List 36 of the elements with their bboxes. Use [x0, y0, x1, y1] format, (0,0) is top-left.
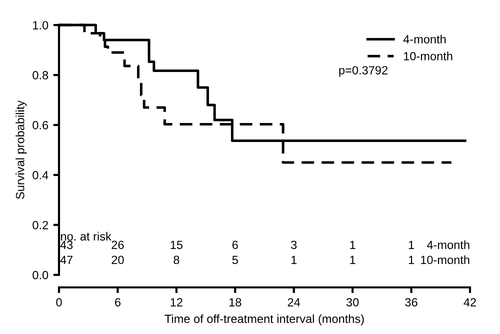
x-tick-label: 30: [346, 298, 359, 306]
x-tick-label: 42: [464, 298, 476, 306]
annotation: 1: [291, 256, 297, 264]
annotation: 5: [232, 256, 238, 264]
x-tick-label: 6: [115, 298, 120, 306]
x-axis-title: Time of off-treatment interval (months): [164, 314, 364, 326]
annotation: 47: [60, 256, 73, 264]
y-tick-label: 0.0: [32, 270, 48, 280]
y-tick-label: 0.2: [32, 220, 48, 230]
annotation: 1: [408, 256, 414, 264]
annotation: 1: [408, 240, 414, 249]
y-tick-label: 0.8: [32, 71, 48, 80]
x-tick-label: 0: [56, 298, 62, 306]
annotation: p=0.3792: [339, 66, 388, 77]
x-tick-label: 12: [170, 298, 182, 306]
annotation: 3: [291, 240, 297, 250]
annotation: 15: [170, 240, 182, 250]
annotation: 26: [112, 240, 124, 250]
legend-label: 10-month: [404, 52, 452, 60]
annotation: no. at risk: [61, 232, 112, 241]
y-tick-label: 1.0: [33, 21, 48, 30]
legend-label: 4-month: [403, 34, 446, 44]
y-tick-label: 0.4: [32, 170, 48, 180]
y-axis-title: Survival probability: [16, 100, 27, 199]
annotation: 4-month: [426, 240, 470, 250]
y-tick-label: 0.6: [32, 121, 48, 130]
x-tick-label: 18: [229, 298, 242, 306]
annotation: 43: [60, 240, 73, 250]
annotation: 20: [112, 256, 124, 264]
x-tick-label: 36: [405, 298, 418, 306]
x-tick-label: 24: [288, 298, 300, 306]
annotation: 1: [350, 240, 356, 249]
annotation: 1: [350, 256, 356, 264]
annotation: 8: [174, 256, 180, 264]
annotation: 6: [232, 240, 238, 250]
annotation: 10-month: [421, 255, 470, 264]
